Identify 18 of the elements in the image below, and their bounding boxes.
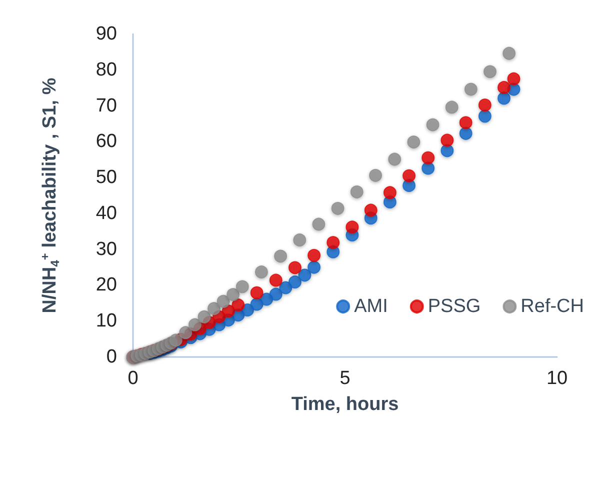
x-tick-label: 5	[340, 368, 350, 389]
y-tick-label: 70	[96, 95, 117, 116]
legend-label: Ref-CH	[520, 296, 584, 317]
y-tick-label: 90	[96, 24, 117, 44]
y-tick-label: 40	[96, 202, 117, 224]
y-tick-label: 30	[96, 238, 117, 260]
x-tick-label: 10	[546, 368, 568, 389]
y-tick-label: 10	[96, 310, 117, 332]
y-tick-label: 50	[96, 167, 117, 188]
y-tick-label: 0	[106, 346, 117, 368]
x-tick-label: 0	[128, 368, 138, 389]
y-tick-label: 20	[96, 274, 117, 296]
y-axis-title: N/NH4+ leachability , S1, %	[38, 78, 62, 314]
x-axis-title: Time, hours	[291, 394, 399, 415]
y-tick-label: 60	[96, 131, 117, 152]
legend-label: PSSG	[428, 296, 481, 317]
y-tick-label: 80	[96, 59, 117, 80]
legend-label: AMI	[354, 296, 388, 317]
